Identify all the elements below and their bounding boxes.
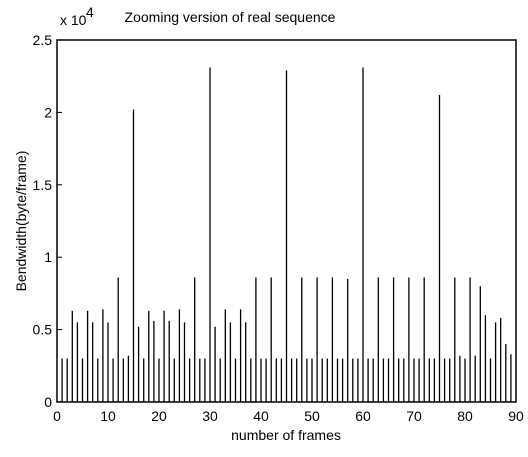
plot-frame — [56, 39, 517, 403]
chart-title: Zooming version of real sequence — [125, 9, 336, 25]
y-tick-label: 0 — [44, 394, 52, 410]
x-tick-label: 50 — [304, 408, 320, 424]
y-multiplier: x 10 — [60, 12, 87, 28]
x-axis-title: number of frames — [231, 427, 341, 443]
y-tick-label: 2.5 — [33, 32, 53, 48]
y-tick-label: 2 — [44, 104, 52, 120]
x-axis: 0 10 20 30 40 50 60 70 80 90 — [53, 397, 524, 424]
y-axis: 0 0.5 1 1.5 2 2.5 — [33, 32, 62, 410]
x-tick-label: 0 — [53, 408, 61, 424]
x-tick-label: 90 — [508, 408, 524, 424]
y-tick-label: 0.5 — [33, 322, 53, 338]
x-tick-label: 80 — [457, 408, 473, 424]
y-tick-label: 1 — [44, 249, 52, 265]
x-tick-label: 60 — [355, 408, 371, 424]
y-tick-label: 1.5 — [33, 177, 53, 193]
x-tick-label: 40 — [253, 408, 269, 424]
x-tick-label: 20 — [151, 408, 167, 424]
x-tick-label: 70 — [406, 408, 422, 424]
y-axis-title: Bendwidth(byte/frame) — [13, 151, 29, 292]
y-multiplier-exponent: 4 — [86, 4, 94, 20]
x-tick-label: 30 — [202, 408, 218, 424]
bars-group — [61, 67, 512, 402]
x-tick-label: 10 — [100, 408, 116, 424]
